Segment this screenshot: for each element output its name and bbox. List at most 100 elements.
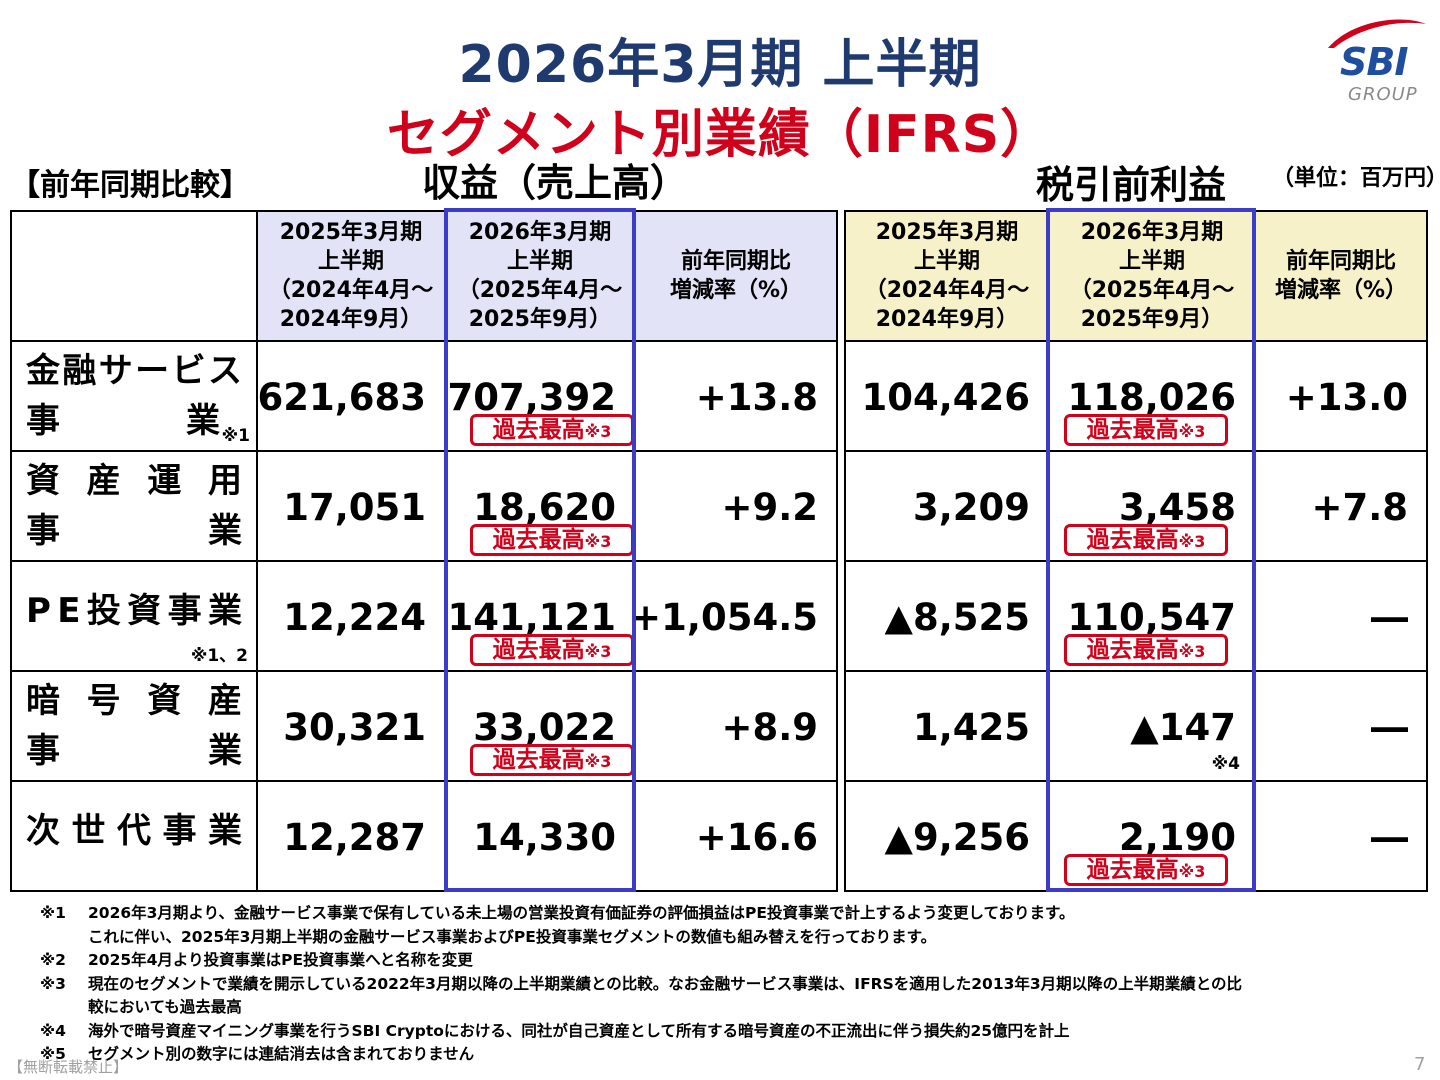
footnote-text: セグメント別の数字には連結消去は含まれておりません bbox=[88, 1045, 475, 1063]
revenue-yoy: +1,054.5 bbox=[630, 560, 838, 672]
char: 事 bbox=[162, 811, 197, 851]
page-subtitle: セグメント別業績（IFRS） bbox=[386, 105, 1054, 165]
segment-name-line: P E 投 資 事 業 bbox=[26, 586, 242, 636]
value: 14,330 bbox=[473, 816, 616, 859]
header-text: 前年同期比 bbox=[680, 249, 791, 274]
header-text: 2025年9月） bbox=[468, 307, 612, 332]
revenue-curr: 141,121 過去最高※3 bbox=[444, 560, 636, 672]
value: ▲8,525 bbox=[884, 596, 1031, 639]
char: 業 bbox=[208, 731, 242, 771]
char: 事 bbox=[26, 511, 60, 551]
header-text: 上半期 bbox=[913, 249, 980, 274]
table-row: ▲8,525 110,547 過去最高※3 ― bbox=[844, 560, 1428, 672]
value: ― bbox=[1371, 706, 1408, 749]
segment-name-next-generation: 次 世 代 事 業 bbox=[10, 780, 258, 892]
header-text: （2025年4月～ bbox=[1069, 278, 1235, 303]
header-curr-period: 2026年3月期 上半期 （2025年4月～ 2025年9月） bbox=[444, 210, 636, 342]
value: ― bbox=[1371, 816, 1408, 859]
char: 投 bbox=[86, 591, 121, 631]
table-row: 1,425 ▲147 ※4 ― bbox=[844, 670, 1428, 782]
revenue-prev: 621,683 bbox=[256, 340, 446, 452]
value: +13.8 bbox=[695, 376, 818, 419]
footnote-mark: ※2 bbox=[40, 951, 66, 969]
segment-name-pe-investment: P E 投 資 事 業 ※1、2 bbox=[10, 560, 258, 672]
record-high-badge: 過去最高※3 bbox=[1064, 634, 1228, 666]
value: 12,224 bbox=[283, 596, 426, 639]
value: ▲147 bbox=[1130, 706, 1236, 749]
record-high-badge: 過去最高※3 bbox=[1064, 524, 1228, 556]
footnote-text: 較においても過去最高 bbox=[88, 998, 242, 1016]
header-prev-period: 2025年3月期 上半期 （2024年4月～ 2024年9月） bbox=[256, 210, 446, 342]
header-text: 上半期 bbox=[506, 249, 573, 274]
badge-text: 過去最高 bbox=[1086, 857, 1179, 883]
revenue-section-title: 収益（売上高） bbox=[422, 161, 689, 205]
char: ビ bbox=[171, 351, 206, 391]
char: 業 bbox=[186, 401, 220, 441]
char: 金 bbox=[26, 351, 60, 391]
record-high-badge: 過去最高※3 bbox=[470, 524, 634, 556]
char: 業 bbox=[207, 591, 242, 631]
footnote-mark: ※1 bbox=[40, 904, 66, 922]
pbt-curr: ▲147 ※4 bbox=[1048, 670, 1256, 782]
table-row: 暗 号 資 産 事 業 30,321 33,022 過去最高※3 +8.9 bbox=[10, 670, 838, 782]
char: ス bbox=[207, 351, 242, 391]
badge-note: ※3 bbox=[584, 752, 612, 771]
pbt-table: 2025年3月期 上半期 （2024年4月～ 2024年9月） 2026年3月期… bbox=[844, 210, 1428, 892]
value: 141,121 bbox=[447, 596, 616, 639]
char: 世 bbox=[71, 811, 106, 851]
char: 業 bbox=[208, 811, 242, 851]
footnote-4: ※4 海外で暗号資産マイニング事業を行うSBI Cryptoにおける、同社が自己… bbox=[40, 1020, 1242, 1044]
pbt-yoy: +13.0 bbox=[1254, 340, 1428, 452]
table-row: 3,209 3,458 過去最高※3 +7.8 bbox=[844, 450, 1428, 562]
badge-note: ※3 bbox=[1178, 532, 1206, 551]
value: 707,392 bbox=[447, 376, 616, 419]
table-row: P E 投 資 事 業 ※1、2 12,224 141,121 過去最高※3 +… bbox=[10, 560, 838, 672]
pbt-curr: 3,458 過去最高※3 bbox=[1048, 450, 1256, 562]
revenue-curr: 14,330 bbox=[444, 780, 636, 892]
segment-name-crypto-assets: 暗 号 資 産 事 業 bbox=[10, 670, 258, 782]
badge-note: ※3 bbox=[584, 532, 612, 551]
char: 業 bbox=[208, 511, 242, 551]
footnote-5: ※5 セグメント別の数字には連結消去は含まれておりません bbox=[40, 1043, 1242, 1067]
value: 118,026 bbox=[1067, 376, 1236, 419]
char: 暗 bbox=[26, 681, 60, 721]
header-blank-cell bbox=[10, 210, 258, 342]
value: 110,547 bbox=[1067, 596, 1236, 639]
revenue-yoy: +8.9 bbox=[634, 670, 838, 782]
record-high-badge: 過去最高※3 bbox=[1064, 414, 1228, 446]
table-row: 金 融 サ ー ビ ス 事 業 ※1 621,683 707,392 過去最高※… bbox=[10, 340, 838, 452]
badge-note: ※3 bbox=[1178, 642, 1206, 661]
header-curr-period: 2026年3月期 上半期 （2025年4月～ 2025年9月） bbox=[1048, 210, 1256, 342]
value: 12,287 bbox=[283, 816, 426, 859]
pbt-prev: ▲8,525 bbox=[844, 560, 1050, 672]
segment-name-financial-services: 金 融 サ ー ビ ス 事 業 ※1 bbox=[10, 340, 258, 452]
char: 資 bbox=[26, 461, 60, 501]
footnote-text: 現在のセグメントで業績を開示している2022年3月期以降の上半期業績との比較。な… bbox=[88, 974, 1243, 993]
header-text: 2025年3月期 bbox=[279, 220, 423, 245]
value: +16.6 bbox=[695, 816, 818, 859]
copyright-notice: 【無断転載禁止】 bbox=[8, 1058, 129, 1076]
segment-name-asset-management: 資 産 運 用 事 業 bbox=[10, 450, 258, 562]
footnote-text: 海外で暗号資産マイニング事業を行うSBI Cryptoにおける、同社が自己資産と… bbox=[88, 1021, 1070, 1040]
logo-text: SBI bbox=[1340, 40, 1408, 84]
badge-text: 過去最高 bbox=[492, 747, 585, 773]
table-row: 次 世 代 事 業 12,287 14,330 +16.6 bbox=[10, 780, 838, 892]
pbt-yoy: ― bbox=[1254, 670, 1428, 782]
revenue-yoy: +13.8 bbox=[634, 340, 838, 452]
header-text: 2026年3月期 bbox=[1080, 220, 1224, 245]
footnote-ref: ※4 bbox=[1211, 754, 1240, 774]
header-text: （2024年4月～ bbox=[268, 278, 434, 303]
header-text: 2024年9月） bbox=[279, 307, 423, 332]
char: 事 bbox=[167, 591, 202, 631]
footnote-mark: ※3 bbox=[40, 974, 66, 993]
footnote-mark: ※5 bbox=[40, 1045, 66, 1063]
header-text: 増減率（%） bbox=[669, 278, 803, 303]
pbt-curr: 118,026 過去最高※3 bbox=[1048, 340, 1256, 452]
badge-text: 過去最高 bbox=[492, 527, 585, 553]
header-row: 2025年3月期 上半期 （2024年4月～ 2024年9月） 2026年3月期… bbox=[10, 210, 838, 342]
record-high-badge: 過去最高※3 bbox=[470, 634, 634, 666]
header-text: 2026年3月期 bbox=[468, 220, 612, 245]
value: +1,054.5 bbox=[630, 596, 818, 639]
char: 次 bbox=[26, 811, 60, 851]
table-row: 104,426 118,026 過去最高※3 +13.0 bbox=[844, 340, 1428, 452]
